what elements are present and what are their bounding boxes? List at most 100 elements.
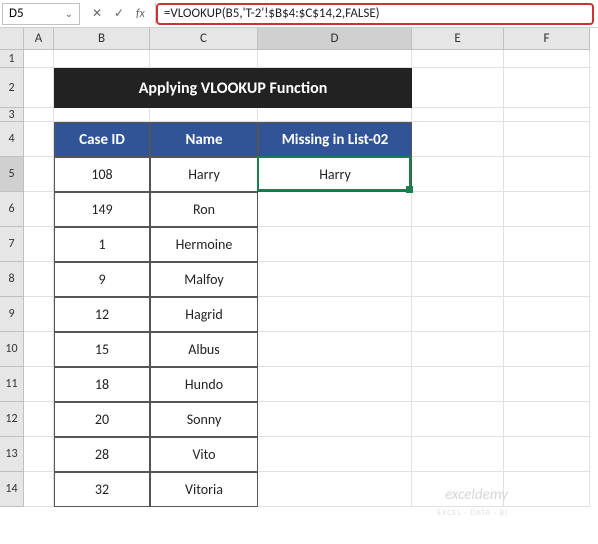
name-cell[interactable]: Albus [150, 332, 258, 367]
case-id-cell[interactable]: 149 [54, 192, 150, 227]
cell[interactable] [258, 108, 412, 122]
name-cell[interactable]: Harry [150, 157, 258, 192]
cell[interactable] [504, 157, 590, 192]
cell[interactable] [412, 367, 504, 402]
column-header-A[interactable]: A [24, 28, 54, 50]
cell[interactable] [412, 297, 504, 332]
cell[interactable] [54, 50, 150, 68]
case-id-cell[interactable]: 108 [54, 157, 150, 192]
cell[interactable] [504, 192, 590, 227]
name-cell[interactable]: Hundo [150, 367, 258, 402]
table-header-name[interactable]: Name [150, 122, 258, 157]
cell[interactable] [412, 108, 504, 122]
row-header-3[interactable]: 3 [0, 108, 24, 122]
row-header-6[interactable]: 6 [0, 192, 24, 227]
case-id-cell[interactable]: 9 [54, 262, 150, 297]
row-header-12[interactable]: 12 [0, 402, 24, 437]
row-header-4[interactable]: 4 [0, 122, 24, 157]
cell[interactable] [150, 108, 258, 122]
cell[interactable] [24, 402, 54, 437]
cell[interactable] [258, 367, 412, 402]
row-header-14[interactable]: 14 [0, 472, 24, 507]
name-cell[interactable]: Hermoine [150, 227, 258, 262]
cell[interactable] [24, 108, 54, 122]
row-header-1[interactable]: 1 [0, 50, 24, 68]
cell[interactable] [258, 192, 412, 227]
cell[interactable] [412, 122, 504, 157]
cell[interactable] [412, 227, 504, 262]
cell[interactable] [150, 50, 258, 68]
cell[interactable] [24, 367, 54, 402]
cell[interactable] [504, 367, 590, 402]
cancel-icon[interactable]: ✕ [88, 5, 106, 23]
cell[interactable] [24, 332, 54, 367]
row-header-8[interactable]: 8 [0, 262, 24, 297]
cell[interactable] [504, 297, 590, 332]
cell[interactable] [258, 332, 412, 367]
cell[interactable] [504, 122, 590, 157]
case-id-cell[interactable]: 32 [54, 472, 150, 507]
cell[interactable] [24, 297, 54, 332]
cell[interactable] [412, 192, 504, 227]
cell[interactable] [258, 297, 412, 332]
cell[interactable] [24, 68, 54, 108]
table-header-missing[interactable]: Missing in List-02 [258, 122, 412, 157]
cell[interactable] [24, 157, 54, 192]
cell[interactable] [504, 50, 590, 68]
cell[interactable] [24, 192, 54, 227]
cell[interactable] [258, 262, 412, 297]
cell[interactable] [504, 108, 590, 122]
column-header-C[interactable]: C [150, 28, 258, 50]
title-bar[interactable]: Applying VLOOKUP Function [54, 68, 412, 108]
cell[interactable] [24, 50, 54, 68]
row-header-2[interactable]: 2 [0, 68, 24, 108]
cell[interactable] [504, 437, 590, 472]
cell[interactable] [258, 402, 412, 437]
cell[interactable] [412, 157, 504, 192]
cell[interactable] [504, 262, 590, 297]
case-id-cell[interactable]: 20 [54, 402, 150, 437]
column-header-D[interactable]: D [258, 28, 412, 50]
cell[interactable] [412, 402, 504, 437]
case-id-cell[interactable]: 12 [54, 297, 150, 332]
accept-icon[interactable]: ✓ [110, 5, 128, 23]
cell[interactable] [504, 402, 590, 437]
case-id-cell[interactable]: 1 [54, 227, 150, 262]
row-header-9[interactable]: 9 [0, 297, 24, 332]
case-id-cell[interactable]: 18 [54, 367, 150, 402]
cell[interactable] [412, 50, 504, 68]
cell[interactable] [412, 68, 504, 108]
column-header-B[interactable]: B [54, 28, 150, 50]
name-cell[interactable]: Sonny [150, 402, 258, 437]
name-box[interactable]: D5 ⌄ [2, 3, 80, 25]
cell[interactable] [412, 472, 504, 507]
cell[interactable] [258, 227, 412, 262]
cell[interactable] [24, 122, 54, 157]
row-header-11[interactable]: 11 [0, 367, 24, 402]
cell[interactable] [24, 262, 54, 297]
case-id-cell[interactable]: 15 [54, 332, 150, 367]
name-cell[interactable]: Vito [150, 437, 258, 472]
name-box-dropdown-icon[interactable]: ⌄ [65, 7, 73, 20]
cell[interactable] [504, 68, 590, 108]
column-header-F[interactable]: F [504, 28, 590, 50]
cell[interactable] [412, 437, 504, 472]
cell[interactable] [54, 108, 150, 122]
name-cell[interactable]: Ron [150, 192, 258, 227]
name-cell[interactable]: Malfoy [150, 262, 258, 297]
row-header-10[interactable]: 10 [0, 332, 24, 367]
row-header-7[interactable]: 7 [0, 227, 24, 262]
column-header-E[interactable]: E [412, 28, 504, 50]
cell[interactable] [24, 472, 54, 507]
row-header-5[interactable]: 5 [0, 157, 24, 192]
cell[interactable] [412, 262, 504, 297]
select-all-corner[interactable] [0, 28, 24, 50]
cell[interactable] [504, 472, 590, 507]
cell[interactable] [504, 227, 590, 262]
cell[interactable] [504, 332, 590, 367]
cell[interactable] [24, 437, 54, 472]
cell[interactable] [24, 227, 54, 262]
table-header-case_id[interactable]: Case ID [54, 122, 150, 157]
case-id-cell[interactable]: 28 [54, 437, 150, 472]
cell[interactable] [258, 472, 412, 507]
